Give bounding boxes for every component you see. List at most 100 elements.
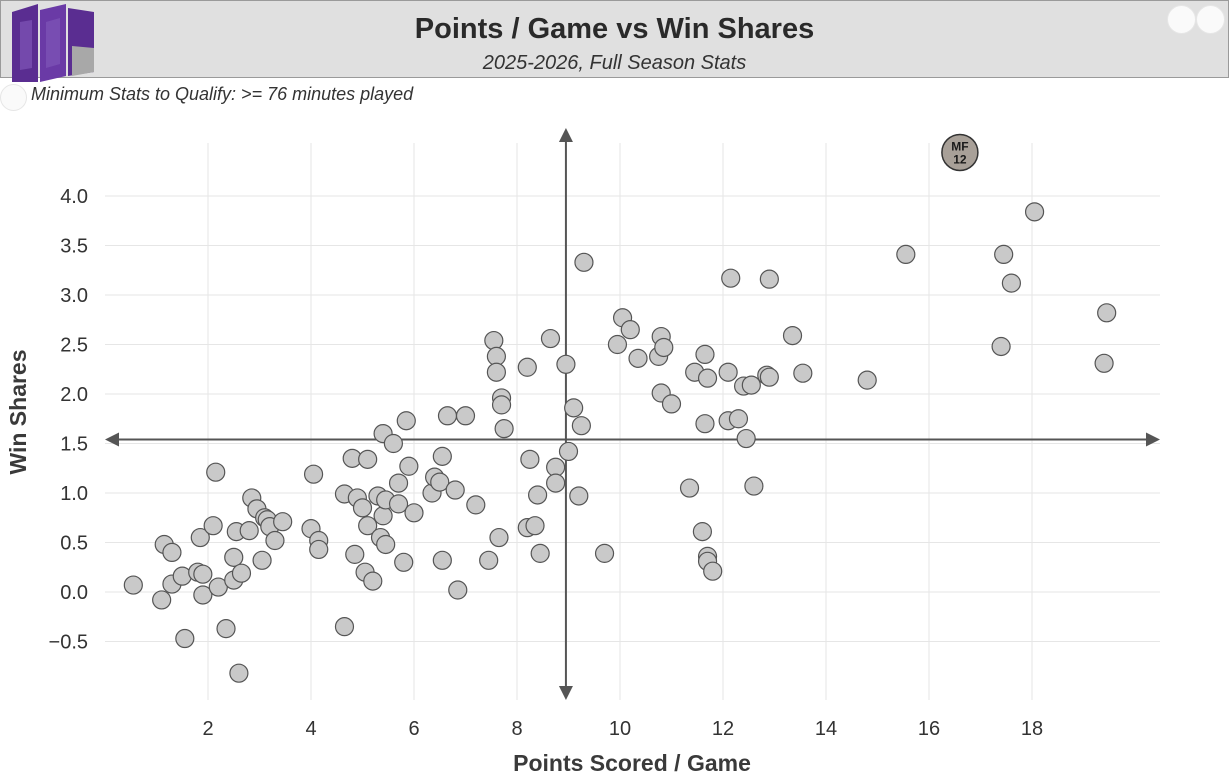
data-point[interactable] [525, 516, 545, 536]
data-point[interactable] [193, 564, 213, 584]
y-tick-label: −0.5 [49, 632, 88, 654]
qualify-note: Minimum Stats to Qualify: >= 76 minutes … [31, 84, 414, 104]
data-point[interactable] [574, 252, 594, 272]
data-point[interactable] [857, 370, 877, 390]
data-point[interactable] [430, 472, 450, 492]
data-point[interactable] [352, 498, 373, 518]
data-point[interactable] [607, 334, 628, 355]
data-point[interactable] [558, 441, 579, 462]
data-point[interactable] [455, 406, 476, 426]
data-point[interactable] [703, 561, 723, 581]
data-point[interactable] [546, 473, 566, 493]
data-point[interactable] [334, 617, 355, 637]
data-point[interactable] [190, 527, 210, 548]
data-point[interactable] [556, 354, 576, 374]
data-point[interactable] [224, 547, 244, 567]
data-point[interactable] [396, 411, 416, 431]
data-point[interactable] [721, 268, 741, 288]
data-point[interactable] [759, 367, 779, 387]
data-point[interactable] [494, 419, 514, 439]
data-point[interactable] [896, 244, 916, 265]
data-point[interactable] [782, 325, 803, 346]
data-point[interactable] [394, 552, 414, 572]
data-point[interactable] [358, 516, 378, 536]
data-point[interactable] [303, 464, 324, 484]
data-point[interactable] [520, 449, 540, 469]
data-point[interactable] [432, 446, 452, 466]
data-point[interactable] [152, 590, 172, 610]
data-point[interactable] [1094, 353, 1114, 373]
data-point[interactable] [793, 363, 813, 383]
data-point[interactable] [466, 495, 486, 515]
data-point[interactable] [718, 362, 738, 382]
data-point[interactable] [530, 543, 550, 563]
data-point[interactable] [265, 530, 285, 551]
data-point[interactable] [239, 521, 259, 541]
data-point[interactable] [399, 456, 419, 476]
data-point[interactable] [991, 336, 1011, 357]
data-point[interactable] [123, 575, 143, 595]
data-point[interactable] [736, 428, 756, 449]
data-point[interactable] [620, 320, 640, 340]
data-point[interactable] [628, 348, 648, 368]
data-point[interactable] [388, 473, 409, 493]
data-point[interactable] [206, 462, 226, 482]
data-point[interactable] [728, 409, 749, 429]
data-point[interactable] [1024, 202, 1045, 222]
data-point[interactable] [491, 395, 512, 415]
data-point[interactable] [741, 375, 761, 395]
data-point[interactable] [404, 503, 424, 523]
arrow-left-icon [105, 432, 119, 447]
data-point[interactable] [661, 394, 682, 414]
data-point[interactable] [358, 449, 378, 469]
data-point[interactable] [486, 362, 506, 382]
highlight-label-number: 12 [953, 152, 967, 166]
data-point[interactable] [695, 344, 715, 364]
data-point[interactable] [432, 550, 452, 570]
data-point[interactable] [448, 580, 468, 600]
x-tick-label: 10 [609, 718, 631, 740]
data-point[interactable] [692, 522, 713, 542]
data-point[interactable] [994, 244, 1014, 265]
data-point[interactable] [695, 414, 715, 434]
data-point[interactable] [216, 619, 236, 639]
data-point[interactable] [437, 406, 458, 426]
data-point[interactable] [203, 516, 223, 536]
data-point[interactable] [540, 328, 561, 349]
data-point[interactable] [175, 628, 195, 649]
highlight-point[interactable] [941, 133, 979, 172]
data-point[interactable] [654, 337, 674, 358]
circle-icon[interactable] [1196, 5, 1225, 34]
data-point[interactable] [564, 398, 584, 418]
data-point[interactable] [376, 534, 396, 555]
circle-icon[interactable] [1167, 5, 1196, 34]
data-point[interactable] [697, 368, 718, 388]
data-point[interactable] [309, 539, 329, 560]
data-point[interactable] [388, 494, 409, 514]
data-point[interactable] [1097, 303, 1117, 323]
data-point[interactable] [479, 550, 499, 570]
data-point[interactable] [162, 542, 182, 563]
data-point[interactable] [569, 486, 589, 506]
data-point[interactable] [229, 663, 249, 683]
data-point[interactable] [759, 269, 779, 289]
data-point[interactable] [383, 433, 403, 454]
data-point[interactable] [517, 357, 537, 377]
data-point[interactable] [445, 480, 465, 500]
data-point[interactable] [363, 571, 383, 591]
data-point[interactable] [744, 476, 764, 496]
data-point[interactable] [484, 330, 504, 351]
data-point[interactable] [373, 506, 393, 526]
data-point[interactable] [679, 478, 700, 498]
data-point[interactable] [1001, 273, 1022, 293]
data-point[interactable] [193, 585, 213, 605]
data-point[interactable] [594, 543, 615, 563]
reference-lines [105, 128, 1160, 700]
data-point[interactable] [273, 512, 293, 532]
data-point[interactable] [527, 485, 548, 505]
data-point[interactable] [345, 544, 365, 564]
data-point[interactable] [231, 563, 252, 583]
data-point[interactable] [571, 416, 591, 436]
data-point[interactable] [489, 527, 509, 548]
data-point[interactable] [252, 550, 272, 570]
